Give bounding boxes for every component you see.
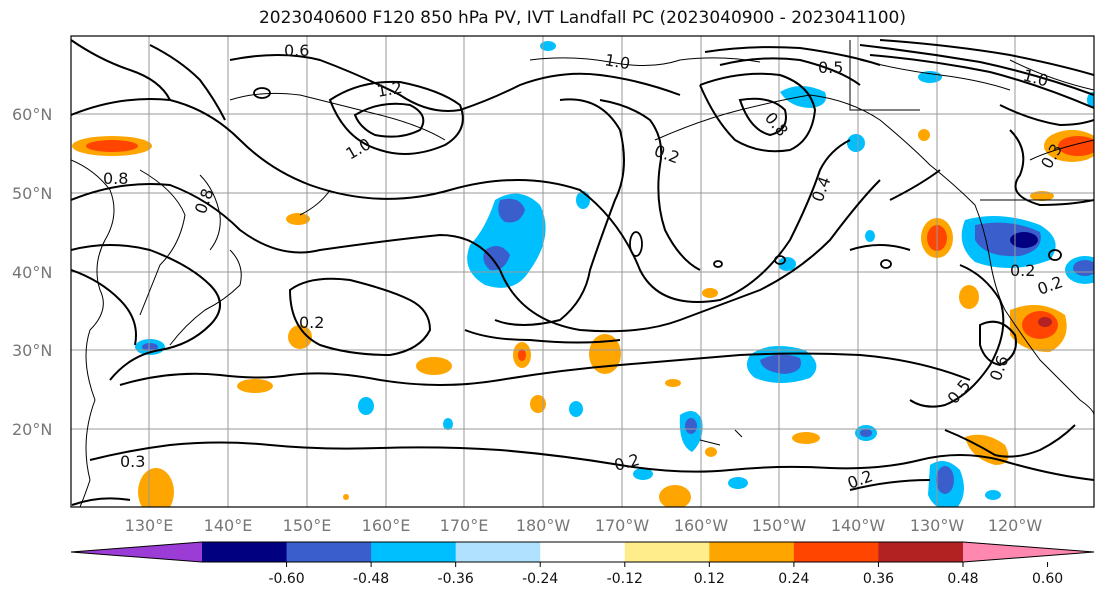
colorbar-tick-label: -0.36 (438, 571, 474, 587)
contour-label: 1.2 (375, 78, 403, 101)
colorbar-segment (963, 542, 1094, 562)
map-border (70, 35, 1095, 508)
lon-label: 160°W (674, 516, 729, 535)
contour-label: 0.8 (103, 169, 128, 188)
lon-label: 140°E (204, 516, 253, 535)
lat-label: 60°N (12, 105, 52, 124)
lon-label: 140°W (831, 516, 886, 535)
lon-label: 150°W (752, 516, 807, 535)
contour-label: 0.3 (120, 452, 145, 471)
colorbar-tick-label: -0.48 (353, 571, 389, 587)
lon-label: 160°E (362, 516, 411, 535)
contour-label: 1.0 (603, 50, 631, 73)
lon-label: 170°W (595, 516, 650, 535)
colorbar-ticks: -0.60 -0.48 -0.36 -0.24 -0.12 0.12 0.24 0.36 0.4… (268, 562, 1063, 587)
colorbar-tick-label: 0.60 (1032, 571, 1063, 587)
contour-label: 0.5 (818, 58, 843, 77)
colorbar-tick-label: -0.60 (268, 571, 304, 587)
lon-label: 130°W (910, 516, 965, 535)
lat-label: 20°N (12, 420, 52, 439)
colorbar-tick-label: 0.36 (863, 571, 894, 587)
lon-label: 120°W (988, 516, 1043, 535)
colorbar-segment (371, 542, 457, 562)
colorbar-segment (793, 542, 879, 562)
contour-label: 0.6 (284, 41, 309, 60)
map-title: 2023040600 F120 850 hPa PV, IVT Landfall… (258, 8, 906, 28)
lon-label: 170°E (440, 516, 489, 535)
colorbar-segment (286, 542, 372, 562)
longitude-labels: 130°E 140°E 150°E 160°E 170°E 180°W 170°… (125, 516, 1043, 535)
colorbar-segment (878, 542, 964, 562)
contour-label: 0.2 (1010, 261, 1035, 280)
lat-label: 50°N (12, 184, 52, 203)
pv-contours (71, 39, 1094, 506)
colorbar-outline (70, 541, 1095, 563)
colorbar-segment (709, 542, 795, 562)
pv-contours-small (253, 87, 1062, 269)
colorbar-segment (624, 542, 710, 562)
coastlines (71, 40, 1094, 507)
lat-label: 40°N (12, 263, 52, 282)
colorbar (70, 541, 1095, 563)
colorbar-segment (540, 542, 626, 562)
contour-label: 0.2 (299, 313, 324, 332)
colorbar-tick-label: 0.24 (778, 571, 809, 587)
map-gridlines (71, 36, 1094, 507)
lat-label: 30°N (12, 341, 52, 360)
lon-label: 130°E (125, 516, 174, 535)
colorbar-tick-label: 0.12 (694, 571, 725, 587)
lon-label: 180°W (516, 516, 571, 535)
colorbar-tick-label: -0.24 (522, 571, 558, 587)
colorbar-tick-label: -0.12 (607, 571, 643, 587)
colorbar-segment (202, 542, 288, 562)
colorbar-tick-label: 0.48 (947, 571, 978, 587)
latitude-labels: 60°N 50°N 40°N 30°N 20°N (12, 105, 52, 439)
colorbar-segment (455, 542, 541, 562)
colorbar-segment (71, 542, 202, 562)
lon-label: 150°E (283, 516, 332, 535)
